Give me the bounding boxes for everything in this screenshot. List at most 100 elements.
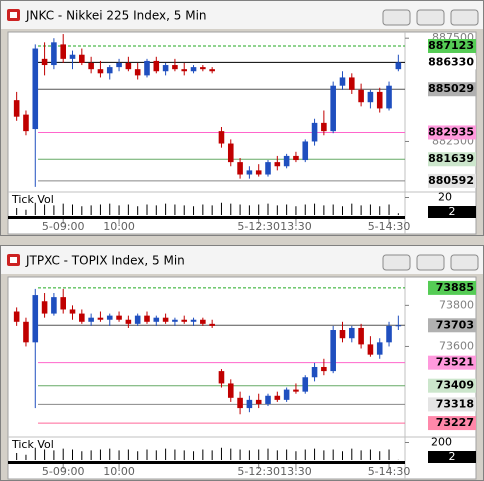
x-tick-label: 13:30 [280, 465, 312, 478]
volume-baseline [8, 461, 405, 464]
candle-body [218, 131, 225, 144]
candle-body [302, 377, 309, 392]
candle-body [339, 77, 346, 86]
volume-tick-label: 200 [431, 436, 452, 449]
candle-body [69, 309, 76, 314]
candle-body [265, 395, 271, 404]
volume-last: 2 [449, 205, 456, 218]
close-button[interactable] [450, 254, 479, 271]
candle-body [60, 297, 66, 310]
candle-body [190, 319, 197, 322]
candle-body [209, 323, 215, 326]
candle-body [172, 319, 178, 322]
level-label: 73521 [436, 356, 474, 369]
candle-body [41, 301, 48, 314]
candle-body [255, 170, 262, 175]
candle-body [283, 155, 290, 167]
level-label: 885029 [428, 82, 474, 95]
volume-tick-label: 20 [438, 191, 452, 204]
candle-body [274, 162, 281, 167]
candle-body [302, 141, 309, 161]
candle-body [321, 122, 327, 132]
candle-body [106, 67, 113, 74]
candle-body [376, 91, 383, 109]
candle-body [311, 366, 318, 378]
candle-body [339, 330, 346, 339]
candle-body [41, 58, 48, 66]
candle-body [386, 85, 392, 109]
candle-body [367, 91, 374, 103]
y-tick-label: 73800 [439, 298, 474, 311]
level-label: 73227 [436, 416, 474, 429]
x-tick-label: 5-12:30 [237, 220, 280, 233]
level-label: 73318 [436, 397, 474, 410]
candle-body [330, 85, 336, 132]
candle-body [349, 77, 355, 90]
restore-button[interactable] [416, 254, 445, 271]
volume-last-box [428, 206, 476, 218]
candle-body [172, 65, 178, 70]
candle-body [88, 62, 94, 70]
volume-baseline [8, 216, 405, 219]
x-tick-label: 13:30 [280, 220, 312, 233]
candle-body [88, 317, 94, 322]
candle-body [79, 313, 85, 322]
candle-body [200, 67, 206, 70]
candle-body [125, 62, 132, 70]
candle-body [181, 69, 188, 72]
close-button[interactable] [450, 9, 479, 26]
candle-body [321, 366, 327, 372]
volume-last-box [428, 451, 476, 463]
candle-body [13, 100, 20, 117]
x-tick-label: 5-14:30 [368, 220, 411, 233]
candle-body [386, 325, 392, 343]
level-label: 882935 [428, 125, 474, 138]
candle-body [395, 325, 402, 327]
x-tick-label: 5-14:30 [368, 465, 411, 478]
level-label-box [428, 38, 476, 53]
window-title: JTPXC - TOPIX Index, 5 Min [25, 254, 185, 268]
level-label: 886330 [428, 55, 474, 68]
candle-body [237, 162, 243, 175]
minimize-button[interactable] [382, 254, 411, 271]
level-label-box [428, 318, 476, 333]
volume-label: Tick Vol [11, 193, 54, 206]
candle-body [144, 60, 150, 76]
level-label: 887123 [428, 39, 474, 52]
level-label-box [428, 280, 476, 295]
volume-label: Tick Vol [11, 438, 54, 451]
candle-body [367, 344, 374, 355]
candle-body [97, 317, 104, 320]
candle-body [116, 315, 122, 320]
candle-body [32, 295, 39, 343]
candle-body [246, 170, 253, 175]
level-label: 880592 [428, 174, 474, 187]
candle-body [106, 315, 113, 320]
chart-panel [7, 276, 477, 480]
x-tick-label: 5-09:00 [42, 220, 85, 233]
x-tick-label: 5-09:00 [42, 465, 85, 478]
candle-body [79, 54, 85, 63]
restore-button[interactable] [416, 9, 445, 26]
candle-body [51, 297, 57, 314]
candle-body [144, 315, 150, 322]
level-label-box [428, 82, 476, 97]
candle-body [153, 60, 160, 72]
level-label-box [428, 397, 476, 412]
candle-body [23, 114, 29, 132]
candle-body [358, 327, 364, 345]
volume-last: 2 [449, 450, 456, 463]
window-icon-inner [10, 257, 17, 263]
candle-body [330, 330, 336, 372]
candle-body [283, 389, 290, 400]
level-label: 73885 [436, 281, 474, 294]
level-label-box [428, 55, 476, 70]
candle-body [60, 44, 66, 59]
x-tick-label: 10:00 [103, 465, 135, 478]
candle-body [349, 327, 355, 339]
level-label-box [428, 378, 476, 393]
candle-body [265, 162, 271, 175]
candle-body [255, 399, 262, 404]
candle-body [32, 48, 39, 130]
minimize-button[interactable] [382, 9, 411, 26]
